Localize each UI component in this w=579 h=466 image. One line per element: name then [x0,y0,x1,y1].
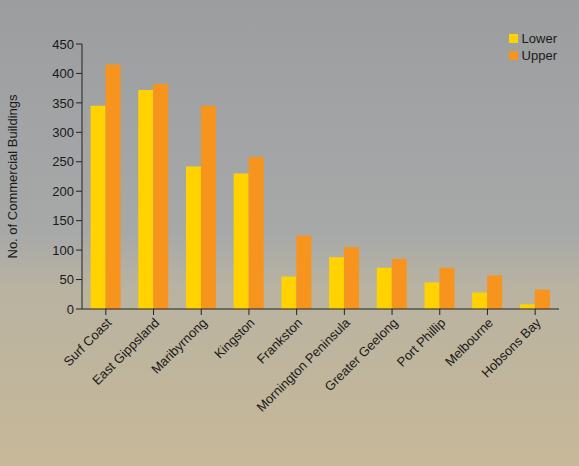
svg-text:East Gippsland: East Gippsland [89,315,162,388]
svg-text:Mornington Peninsula: Mornington Peninsula [253,314,353,414]
svg-text:350: 350 [52,96,74,111]
svg-text:Kingston: Kingston [211,315,257,361]
html-text:Upper: Upper [521,48,557,63]
svg-text:Surf Coast: Surf Coast [60,315,115,370]
svg-text:No. of Commercial Buildings: No. of Commercial Buildings [5,94,20,259]
svg-text:250: 250 [52,154,74,169]
svg-text:50: 50 [60,272,74,287]
svg-text:150: 150 [52,213,74,228]
svg-text:Melbourne: Melbourne [442,315,497,370]
svg-text:100: 100 [52,243,74,258]
html-text:Lower: Lower [521,31,557,46]
svg-text:400: 400 [52,66,74,81]
svg-text:Greater Geelong: Greater Geelong [322,315,401,394]
svg-text:Maribyrnong: Maribyrnong [148,315,210,377]
svg-text:Port Phillip: Port Phillip [394,315,449,370]
svg-text:200: 200 [52,184,74,199]
svg-text:300: 300 [52,125,74,140]
svg-text:0: 0 [67,302,74,317]
svg-text:Frankston: Frankston [253,315,306,367]
svg-text:450: 450 [52,37,74,52]
svg-text:Hobsons Bay: Hobsons Bay [479,315,545,381]
